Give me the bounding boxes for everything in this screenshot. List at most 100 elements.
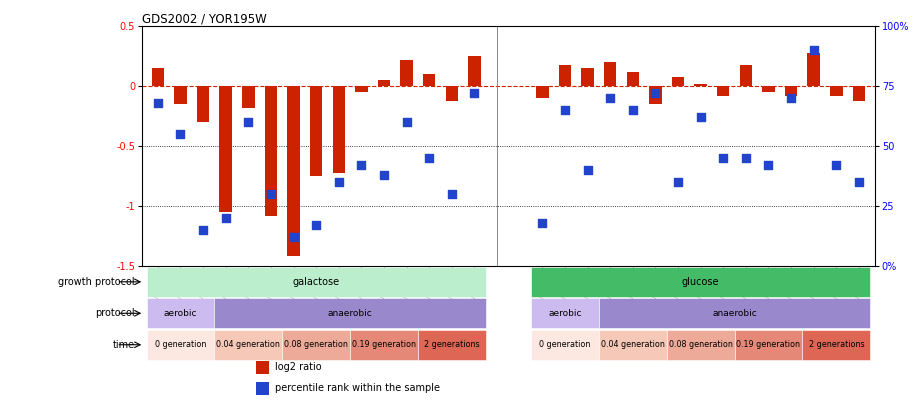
- Point: [422, 155, 437, 162]
- Point: [784, 95, 799, 102]
- Text: aerobic: aerobic: [548, 309, 582, 318]
- Point: [829, 162, 844, 168]
- Text: 2 generations: 2 generations: [809, 340, 864, 349]
- Point: [444, 191, 459, 197]
- Point: [376, 172, 391, 178]
- Text: 2 generations: 2 generations: [424, 340, 480, 349]
- Bar: [242, 86, 255, 108]
- Bar: [282, 330, 350, 360]
- Bar: [445, 86, 458, 101]
- Bar: [288, 86, 300, 256]
- Bar: [265, 86, 278, 216]
- Point: [535, 220, 550, 226]
- Text: growth protocol: growth protocol: [58, 277, 135, 287]
- Text: GDS2002 / YOR195W: GDS2002 / YOR195W: [142, 12, 267, 25]
- Text: 0.04 generation: 0.04 generation: [216, 340, 280, 349]
- Point: [218, 215, 233, 222]
- Text: galactose: galactose: [292, 277, 340, 287]
- Text: 0 generation: 0 generation: [540, 340, 591, 349]
- Point: [693, 114, 708, 121]
- Bar: [717, 86, 729, 96]
- Point: [852, 179, 867, 185]
- Text: glucose: glucose: [682, 277, 719, 287]
- Point: [648, 90, 662, 97]
- Point: [580, 167, 594, 173]
- Text: time: time: [113, 340, 135, 350]
- Text: 0 generation: 0 generation: [155, 340, 206, 349]
- Point: [286, 234, 300, 241]
- Bar: [853, 86, 866, 101]
- Bar: [256, 361, 268, 374]
- Text: percentile rank within the sample: percentile rank within the sample: [275, 383, 440, 393]
- Bar: [649, 86, 661, 104]
- Bar: [531, 330, 599, 360]
- Point: [467, 90, 482, 97]
- Bar: [400, 60, 413, 86]
- Text: anaerobic: anaerobic: [712, 309, 757, 318]
- Bar: [604, 62, 616, 86]
- Bar: [418, 330, 485, 360]
- Point: [738, 155, 753, 162]
- Text: log2 ratio: log2 ratio: [275, 362, 322, 372]
- Bar: [627, 72, 639, 86]
- Point: [309, 222, 323, 228]
- Text: 0.08 generation: 0.08 generation: [284, 340, 348, 349]
- Point: [264, 191, 278, 197]
- Point: [150, 100, 165, 106]
- Bar: [531, 267, 870, 297]
- Point: [626, 107, 640, 113]
- Point: [354, 162, 369, 168]
- Text: 0.19 generation: 0.19 generation: [352, 340, 416, 349]
- Point: [603, 95, 617, 102]
- Bar: [735, 330, 802, 360]
- Bar: [599, 330, 667, 360]
- Bar: [739, 65, 752, 86]
- Bar: [350, 330, 418, 360]
- Point: [399, 119, 414, 126]
- Bar: [830, 86, 843, 96]
- Bar: [762, 86, 775, 92]
- Bar: [214, 330, 282, 360]
- Bar: [808, 53, 820, 86]
- Bar: [355, 86, 367, 92]
- Bar: [147, 298, 214, 328]
- Text: 0.08 generation: 0.08 generation: [669, 340, 733, 349]
- Bar: [599, 298, 870, 328]
- Point: [558, 107, 572, 113]
- Text: 0.04 generation: 0.04 generation: [601, 340, 665, 349]
- Bar: [214, 298, 485, 328]
- Bar: [694, 84, 707, 86]
- Point: [241, 119, 256, 126]
- Bar: [310, 86, 322, 176]
- Bar: [468, 56, 481, 86]
- Point: [761, 162, 776, 168]
- Point: [671, 179, 685, 185]
- Bar: [531, 298, 599, 328]
- Bar: [333, 86, 345, 173]
- Text: aerobic: aerobic: [164, 309, 197, 318]
- Point: [196, 227, 211, 233]
- Bar: [667, 330, 735, 360]
- Bar: [582, 68, 594, 86]
- Bar: [802, 330, 870, 360]
- Bar: [785, 86, 797, 96]
- Bar: [220, 86, 232, 212]
- Bar: [671, 77, 684, 86]
- Bar: [377, 80, 390, 86]
- Point: [806, 47, 821, 53]
- Text: 0.19 generation: 0.19 generation: [736, 340, 801, 349]
- Text: anaerobic: anaerobic: [328, 309, 373, 318]
- Bar: [256, 382, 268, 395]
- Point: [332, 179, 346, 185]
- Bar: [423, 74, 435, 86]
- Bar: [174, 86, 187, 104]
- Bar: [151, 68, 164, 86]
- Point: [173, 131, 188, 137]
- Bar: [147, 330, 214, 360]
- Text: protocol: protocol: [95, 308, 135, 318]
- Bar: [197, 86, 209, 122]
- Bar: [559, 65, 572, 86]
- Bar: [147, 267, 485, 297]
- Point: [716, 155, 731, 162]
- Bar: [536, 86, 549, 98]
